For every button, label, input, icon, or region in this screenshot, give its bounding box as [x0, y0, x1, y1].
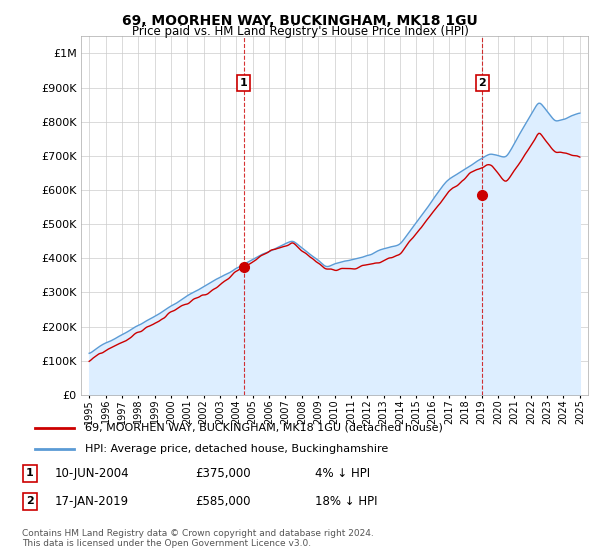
Text: Price paid vs. HM Land Registry's House Price Index (HPI): Price paid vs. HM Land Registry's House …	[131, 25, 469, 38]
Text: 1: 1	[26, 468, 34, 478]
Text: 18% ↓ HPI: 18% ↓ HPI	[315, 494, 377, 508]
Text: Contains HM Land Registry data © Crown copyright and database right 2024.
This d: Contains HM Land Registry data © Crown c…	[22, 529, 374, 548]
Text: £585,000: £585,000	[195, 494, 251, 508]
Text: 17-JAN-2019: 17-JAN-2019	[55, 494, 129, 508]
Text: 10-JUN-2004: 10-JUN-2004	[55, 466, 130, 480]
Text: 2: 2	[478, 78, 486, 88]
Text: 69, MOORHEN WAY, BUCKINGHAM, MK18 1GU (detached house): 69, MOORHEN WAY, BUCKINGHAM, MK18 1GU (d…	[85, 423, 443, 433]
Text: £375,000: £375,000	[195, 466, 251, 480]
Text: 2: 2	[26, 496, 34, 506]
Text: 1: 1	[240, 78, 248, 88]
Text: HPI: Average price, detached house, Buckinghamshire: HPI: Average price, detached house, Buck…	[85, 444, 388, 454]
Text: 4% ↓ HPI: 4% ↓ HPI	[315, 466, 370, 480]
Text: 69, MOORHEN WAY, BUCKINGHAM, MK18 1GU: 69, MOORHEN WAY, BUCKINGHAM, MK18 1GU	[122, 14, 478, 28]
